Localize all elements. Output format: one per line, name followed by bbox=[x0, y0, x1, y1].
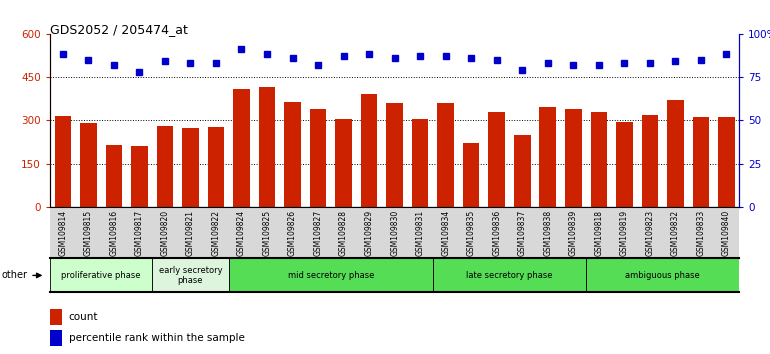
Text: GSM109824: GSM109824 bbox=[237, 210, 246, 256]
Text: early secretory
phase: early secretory phase bbox=[159, 266, 223, 285]
Text: GSM109822: GSM109822 bbox=[212, 210, 220, 256]
Bar bbox=[131, 147, 148, 207]
Text: count: count bbox=[69, 312, 98, 322]
Text: GSM109816: GSM109816 bbox=[109, 210, 119, 256]
Text: GDS2052 / 205474_at: GDS2052 / 205474_at bbox=[50, 23, 188, 36]
Bar bbox=[586, 258, 739, 292]
Bar bbox=[229, 258, 433, 292]
Text: GSM109832: GSM109832 bbox=[671, 210, 680, 256]
Text: GSM109817: GSM109817 bbox=[135, 210, 144, 256]
Text: late secretory phase: late secretory phase bbox=[466, 271, 553, 280]
Bar bbox=[284, 102, 301, 207]
Text: GSM109820: GSM109820 bbox=[160, 210, 169, 256]
Bar bbox=[641, 115, 658, 207]
Text: proliferative phase: proliferative phase bbox=[62, 271, 141, 280]
Text: GSM109825: GSM109825 bbox=[263, 210, 272, 256]
Bar bbox=[361, 95, 377, 207]
Bar bbox=[718, 118, 735, 207]
Text: percentile rank within the sample: percentile rank within the sample bbox=[69, 333, 244, 343]
Text: GSM109834: GSM109834 bbox=[441, 210, 450, 256]
Text: ambiguous phase: ambiguous phase bbox=[625, 271, 700, 280]
Text: GSM109836: GSM109836 bbox=[492, 210, 501, 256]
Text: other: other bbox=[2, 270, 28, 280]
Bar bbox=[565, 109, 581, 207]
Bar bbox=[514, 135, 531, 207]
Bar bbox=[152, 258, 229, 292]
Bar bbox=[80, 123, 96, 207]
Text: GSM109840: GSM109840 bbox=[722, 210, 731, 256]
Text: GSM109818: GSM109818 bbox=[594, 210, 604, 256]
Text: GSM109819: GSM109819 bbox=[620, 210, 629, 256]
Bar bbox=[50, 309, 62, 325]
Text: GSM109823: GSM109823 bbox=[645, 210, 654, 256]
Text: GSM109838: GSM109838 bbox=[544, 210, 552, 256]
Bar bbox=[310, 109, 326, 207]
Text: GSM109826: GSM109826 bbox=[288, 210, 297, 256]
Bar bbox=[693, 118, 709, 207]
Bar bbox=[412, 119, 428, 207]
Bar bbox=[50, 258, 152, 292]
Bar bbox=[105, 145, 122, 207]
Text: GSM109814: GSM109814 bbox=[59, 210, 67, 256]
Bar bbox=[335, 119, 352, 207]
Text: mid secretory phase: mid secretory phase bbox=[288, 271, 374, 280]
Bar bbox=[488, 112, 505, 207]
Bar bbox=[591, 112, 607, 207]
Text: GSM109827: GSM109827 bbox=[313, 210, 323, 256]
Text: GSM109828: GSM109828 bbox=[339, 210, 348, 256]
Text: GSM109835: GSM109835 bbox=[467, 210, 476, 256]
Bar bbox=[156, 126, 173, 207]
Text: GSM109831: GSM109831 bbox=[416, 210, 424, 256]
Bar bbox=[259, 87, 276, 207]
Bar bbox=[667, 100, 684, 207]
Text: GSM109833: GSM109833 bbox=[696, 210, 705, 256]
Bar bbox=[463, 143, 480, 207]
Bar bbox=[208, 127, 224, 207]
Text: GSM109815: GSM109815 bbox=[84, 210, 93, 256]
Text: GSM109830: GSM109830 bbox=[390, 210, 399, 256]
Text: GSM109829: GSM109829 bbox=[365, 210, 373, 256]
Bar bbox=[50, 330, 62, 346]
Bar bbox=[540, 107, 556, 207]
Text: GSM109839: GSM109839 bbox=[569, 210, 578, 256]
Bar bbox=[233, 88, 249, 207]
Bar bbox=[387, 103, 403, 207]
Bar bbox=[616, 122, 633, 207]
Bar bbox=[433, 258, 586, 292]
Text: GSM109821: GSM109821 bbox=[186, 210, 195, 256]
Bar bbox=[437, 103, 454, 207]
Text: GSM109837: GSM109837 bbox=[517, 210, 527, 256]
Bar bbox=[182, 127, 199, 207]
Bar bbox=[55, 116, 71, 207]
